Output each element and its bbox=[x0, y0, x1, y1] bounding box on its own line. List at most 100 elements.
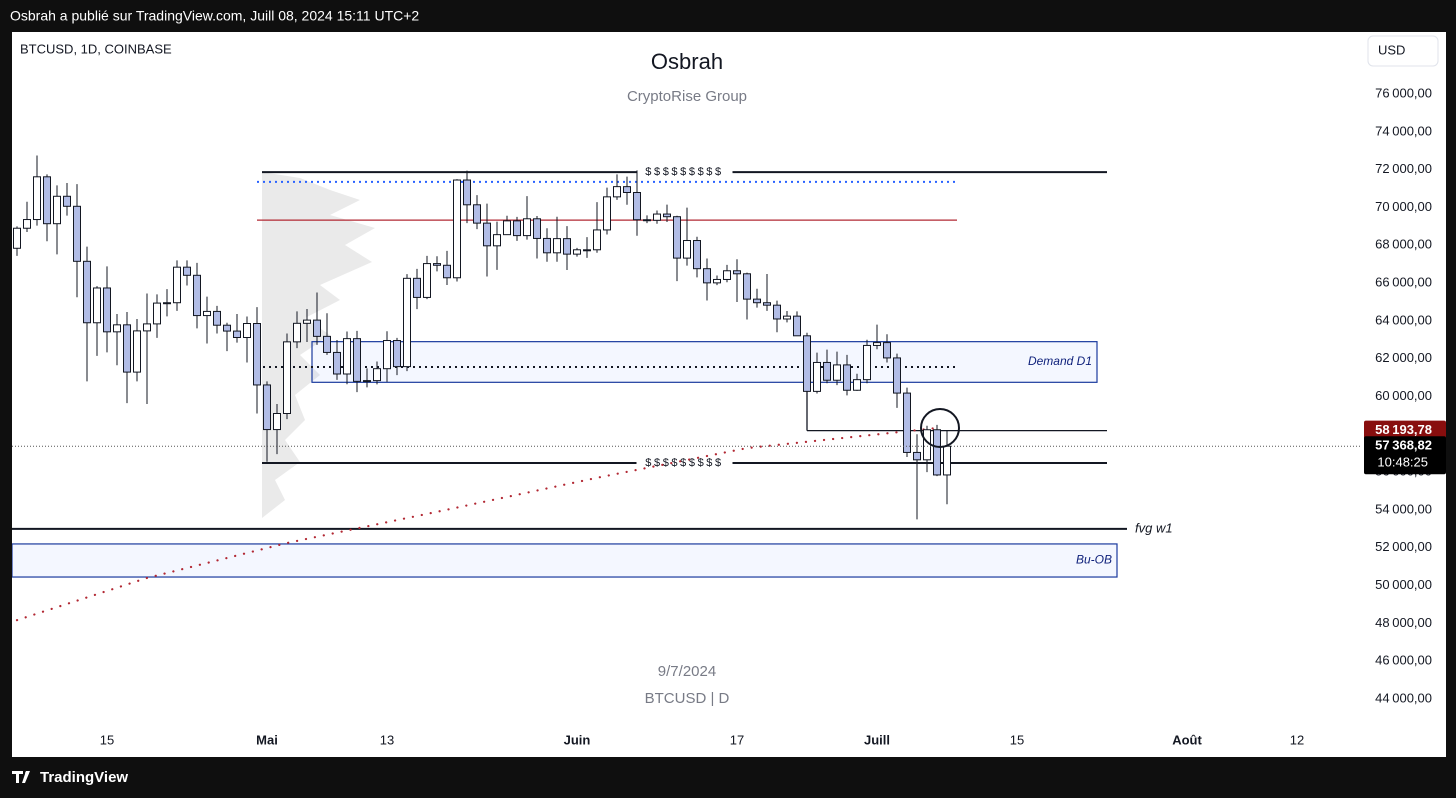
candle-body bbox=[683, 240, 691, 259]
y-tick-label: 46 000,00 bbox=[1375, 653, 1432, 668]
x-tick-label: 12 bbox=[1290, 732, 1304, 747]
level-label: fvg w1 bbox=[1135, 520, 1173, 535]
volume-profile bbox=[262, 172, 375, 518]
candle-body bbox=[833, 364, 841, 381]
candle-body bbox=[533, 218, 541, 239]
y-tick-label: 44 000,00 bbox=[1375, 690, 1432, 705]
candle-body bbox=[163, 302, 171, 305]
candle-body bbox=[373, 368, 381, 382]
candle-body bbox=[443, 264, 451, 279]
price-tag-label: 58 193,78 bbox=[1375, 422, 1432, 437]
publish-header: Osbrah a publié sur TradingView.com, Jui… bbox=[10, 8, 419, 24]
candle-body bbox=[223, 324, 231, 332]
candle-body bbox=[563, 238, 571, 255]
zone-box bbox=[12, 543, 1118, 578]
candle-body bbox=[383, 340, 391, 370]
y-tick-label: 50 000,00 bbox=[1375, 577, 1432, 592]
candle-body bbox=[763, 302, 771, 306]
candle-body bbox=[663, 213, 671, 218]
candle-body bbox=[173, 266, 181, 304]
candle-body bbox=[503, 220, 511, 236]
candle-body bbox=[773, 304, 781, 320]
level-label: $$$$$$$$$ bbox=[645, 457, 723, 469]
candle-body bbox=[693, 240, 701, 270]
candle-body bbox=[943, 445, 951, 476]
candle-body bbox=[933, 429, 941, 476]
candle-body bbox=[913, 451, 921, 461]
label-gap bbox=[636, 457, 733, 470]
candle-body bbox=[83, 260, 91, 324]
highlight-circle bbox=[920, 408, 960, 448]
candle-body bbox=[263, 384, 271, 431]
watermark-date: 9/7/2024 bbox=[658, 663, 716, 680]
y-tick-label: 72 000,00 bbox=[1375, 161, 1432, 176]
candle-body bbox=[903, 392, 911, 453]
candle-body bbox=[213, 310, 221, 326]
candle-body bbox=[63, 195, 71, 207]
candle-body bbox=[13, 227, 21, 249]
x-tick-label: Août bbox=[1172, 732, 1202, 747]
candle-body bbox=[233, 330, 241, 339]
vwap-curve bbox=[15, 426, 939, 622]
price-tag-label: 57 368,82 bbox=[1375, 438, 1432, 453]
candle-body bbox=[453, 179, 461, 279]
candle-body bbox=[93, 287, 101, 324]
candle-body bbox=[553, 238, 561, 254]
zone-label: Demand D1 bbox=[1028, 354, 1092, 368]
candle-body bbox=[423, 263, 431, 298]
chart-subtitle: CryptoRise Group bbox=[627, 88, 747, 105]
y-tick-label: 62 000,00 bbox=[1375, 350, 1432, 365]
candle-body bbox=[363, 380, 371, 383]
y-tick-label: 70 000,00 bbox=[1375, 199, 1432, 214]
candle-body bbox=[293, 322, 301, 343]
candle-body bbox=[753, 298, 761, 304]
candle-body bbox=[53, 195, 61, 225]
y-tick-label: 76 000,00 bbox=[1375, 85, 1432, 100]
candle-body bbox=[653, 213, 661, 221]
candle-body bbox=[523, 218, 531, 237]
candle-body bbox=[313, 319, 321, 337]
candle-body bbox=[803, 335, 811, 392]
y-tick-label: 64 000,00 bbox=[1375, 312, 1432, 327]
candle-body bbox=[183, 266, 191, 276]
footer-brand: TradingView bbox=[40, 769, 128, 786]
y-tick-label: 66 000,00 bbox=[1375, 274, 1432, 289]
candle-body bbox=[783, 315, 791, 320]
price-tag bbox=[1364, 420, 1446, 441]
candle-body bbox=[283, 341, 291, 414]
currency-button[interactable] bbox=[1367, 35, 1439, 67]
x-tick-label: 17 bbox=[730, 732, 744, 747]
candle-body bbox=[643, 219, 651, 222]
candle-body bbox=[623, 186, 631, 194]
chart-title: Osbrah bbox=[651, 49, 723, 74]
zone-box bbox=[311, 341, 1098, 383]
candle-body bbox=[333, 351, 341, 375]
y-tick-label: 60 000,00 bbox=[1375, 388, 1432, 403]
candle-body bbox=[583, 249, 591, 252]
zone-label: Bu-OB bbox=[1076, 553, 1112, 567]
logo-mark bbox=[12, 771, 30, 783]
candle-body bbox=[253, 323, 261, 386]
chart-panel bbox=[12, 32, 1446, 757]
logo-dot bbox=[25, 771, 29, 775]
candle-body bbox=[133, 330, 141, 373]
candle-body bbox=[463, 179, 471, 206]
candle-body bbox=[303, 319, 311, 324]
candle-body bbox=[613, 186, 621, 198]
candle-body bbox=[723, 270, 731, 280]
candle-body bbox=[853, 379, 861, 391]
candle-body bbox=[633, 192, 641, 221]
candle-body bbox=[393, 340, 401, 368]
candle-body bbox=[203, 310, 211, 317]
y-tick-label: 54 000,00 bbox=[1375, 501, 1432, 516]
candle-body bbox=[483, 222, 491, 247]
candle-body bbox=[113, 324, 121, 333]
y-tick-label: 68 000,00 bbox=[1375, 237, 1432, 252]
candle-body bbox=[103, 287, 111, 333]
candle-body bbox=[73, 205, 81, 262]
candle-body bbox=[513, 220, 521, 237]
candle-body bbox=[433, 263, 441, 266]
candle-body bbox=[353, 338, 361, 382]
candle-body bbox=[473, 204, 481, 224]
candle-body bbox=[603, 196, 611, 231]
